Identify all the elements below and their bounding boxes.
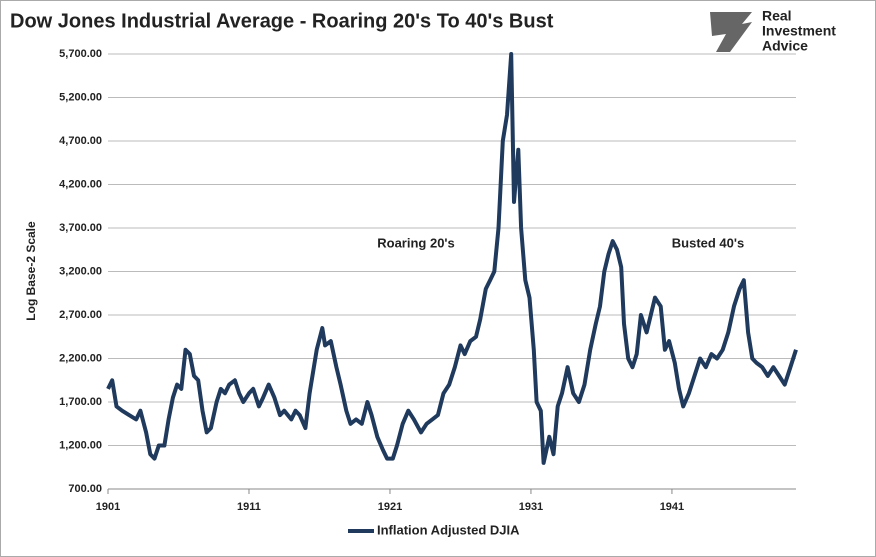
y-tick-label: 4,200.00 bbox=[59, 178, 102, 190]
annotation: Roaring 20's bbox=[377, 235, 455, 250]
y-tick-label: 2,700.00 bbox=[59, 309, 102, 321]
y-tick-label: 1,700.00 bbox=[59, 396, 102, 408]
chart-title: Dow Jones Industrial Average - Roaring 2… bbox=[10, 10, 554, 32]
x-tick-label: 1941 bbox=[660, 501, 684, 513]
y-tick-label: 1,200.00 bbox=[59, 439, 102, 451]
brand-logo bbox=[710, 12, 752, 52]
brand-text: Real bbox=[762, 8, 792, 24]
legend-label: Inflation Adjusted DJIA bbox=[377, 522, 520, 537]
brand-text: Advice bbox=[762, 38, 808, 54]
x-tick-label: 1911 bbox=[237, 501, 261, 513]
y-tick-label: 5,200.00 bbox=[59, 91, 102, 103]
data-line bbox=[106, 52, 798, 465]
y-tick-label: 2,200.00 bbox=[59, 352, 102, 364]
y-tick-label: 5,700.00 bbox=[59, 48, 102, 60]
brand-text: Investment bbox=[762, 23, 836, 39]
x-tick-label: 1921 bbox=[378, 501, 402, 513]
y-tick-label: 3,200.00 bbox=[59, 265, 102, 277]
x-tick-label: 1931 bbox=[519, 501, 543, 513]
x-tick-label: 1901 bbox=[96, 501, 120, 513]
y-tick-label: 4,700.00 bbox=[59, 135, 102, 147]
y-axis-label: Log Base-2 Scale bbox=[24, 221, 38, 321]
y-tick-label: 3,700.00 bbox=[59, 222, 102, 234]
y-tick-label: 700.00 bbox=[68, 483, 102, 495]
annotation: Busted 40's bbox=[672, 235, 744, 250]
